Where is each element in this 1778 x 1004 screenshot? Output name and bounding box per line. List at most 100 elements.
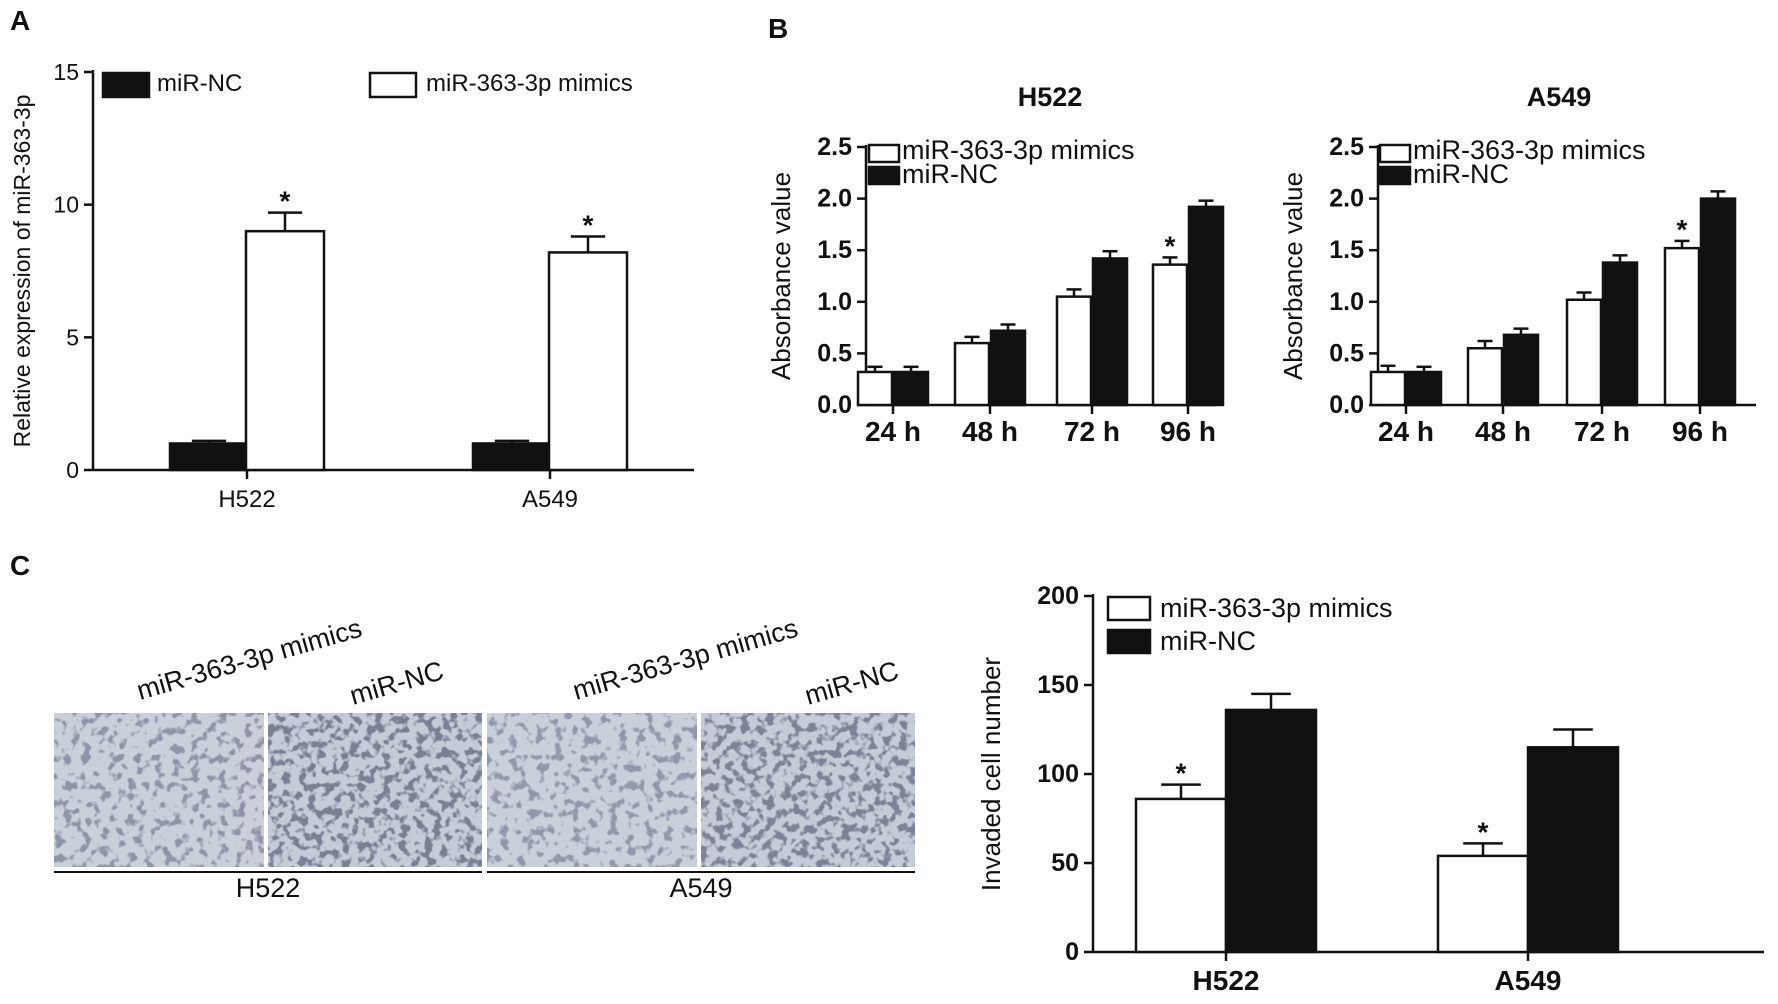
y-axis-title: Invaded cell number xyxy=(976,657,1006,891)
legend-label: miR-363-3p mimics xyxy=(1160,593,1393,623)
bar xyxy=(1091,257,1129,407)
x-tick-label: 72 h xyxy=(1574,416,1630,447)
micrograph-strip: H522 A549 miR-363-3p mimics miR-NC miR-3… xyxy=(54,613,915,903)
y-tick-label: 2.5 xyxy=(817,133,852,161)
legend-swatch xyxy=(867,143,901,164)
y-tick-label: 1.0 xyxy=(1329,288,1364,316)
bar xyxy=(168,442,250,472)
bar xyxy=(1699,197,1737,407)
legend-label: miR-363-3p mimics xyxy=(426,70,633,97)
legend-label: miR-NC xyxy=(157,70,242,97)
y-tick-label: 0.0 xyxy=(817,391,852,419)
bar xyxy=(1466,346,1504,407)
bar xyxy=(1663,246,1701,407)
x-tick-label: 48 h xyxy=(962,416,1018,447)
y-tick-label: 0 xyxy=(1065,938,1079,966)
chart-a: 0 5 10 15 Relative expression of miR-363-3p H… xyxy=(9,59,694,513)
panel-label-a: A xyxy=(10,5,30,36)
panel-label-b: B xyxy=(768,13,788,44)
x-tick-label: 48 h xyxy=(1475,416,1531,447)
y-tick-label: 2.5 xyxy=(1329,133,1364,161)
panel-label-c: C xyxy=(10,550,30,581)
bar xyxy=(856,370,894,407)
y-tick-label: 0.0 xyxy=(1329,391,1364,419)
legend-label: miR-NC xyxy=(1160,626,1256,656)
y-tick-label: 150 xyxy=(1037,671,1079,699)
micrograph-group-h522: H522 xyxy=(236,873,301,903)
significance-mark: * xyxy=(1478,816,1489,847)
micrograph-h522-mimics xyxy=(54,713,264,867)
legend-swatch xyxy=(867,165,901,186)
chart-c: 0 50 100 150 200 Invaded cell number H522 A549 *… xyxy=(976,582,1764,996)
bar xyxy=(1369,370,1407,407)
x-tick-label: H522 xyxy=(1193,965,1260,996)
x-tick-label: 24 h xyxy=(865,416,921,447)
significance-mark: * xyxy=(583,210,594,241)
micrograph-a549-mimics xyxy=(487,713,697,867)
legend-swatch xyxy=(1378,143,1412,164)
significance-mark: * xyxy=(1176,758,1187,789)
y-tick-label: 1.5 xyxy=(817,236,852,264)
legend-swatch xyxy=(1106,628,1152,655)
y-tick-label: 1.0 xyxy=(817,288,852,316)
y-tick-label: 1.5 xyxy=(1329,236,1364,264)
y-tick-label: 0 xyxy=(66,457,79,483)
y-tick-label: 200 xyxy=(1037,582,1079,610)
legend-label: miR-363-3p mimics xyxy=(902,135,1135,165)
bar xyxy=(953,341,991,407)
bar xyxy=(547,251,629,472)
x-tick-label: A549 xyxy=(522,486,578,513)
y-tick-label: 2.0 xyxy=(1329,185,1364,213)
micrograph-h522-nc xyxy=(268,713,482,867)
legend-label: miR-363-3p mimics xyxy=(1413,135,1646,165)
legend-swatch xyxy=(1378,165,1412,186)
x-tick-label: H522 xyxy=(218,486,275,513)
bar xyxy=(1224,708,1318,954)
micrograph-col-label-1: miR-363-3p mimics xyxy=(133,613,365,706)
chart-b-a549: 0.0 0.5 1.0 1.5 2.0 2.5 Absorbance value A549 24… xyxy=(1278,82,1756,447)
bar xyxy=(1601,261,1639,407)
x-tick-label: 96 h xyxy=(1672,416,1728,447)
legend-swatch xyxy=(368,71,418,99)
bar xyxy=(244,229,326,472)
chart-b-h522: 0.0 0.5 1.0 1.5 2.0 2.5 Absorbance value H522 24… xyxy=(766,82,1225,447)
x-tick-label: 96 h xyxy=(1160,416,1216,447)
bar xyxy=(1187,205,1225,407)
x-tick-label: 72 h xyxy=(1064,416,1120,447)
bar xyxy=(1565,298,1603,407)
significance-mark: * xyxy=(1677,214,1688,245)
y-tick-label: 10 xyxy=(53,192,79,218)
bar xyxy=(892,370,930,407)
bar xyxy=(471,442,553,472)
y-axis-title: Absorbance value xyxy=(766,172,796,380)
chart-title: H522 xyxy=(1018,82,1083,112)
micrograph-col-label-3: miR-363-3p mimics xyxy=(569,613,801,706)
micrograph-group-a549: A549 xyxy=(669,873,732,903)
y-tick-label: 2.0 xyxy=(817,185,852,213)
micrograph-col-label-4: miR-NC xyxy=(801,655,902,710)
y-axis-title: Relative expression of miR-363-3p xyxy=(9,95,35,448)
y-tick-label: 5 xyxy=(66,324,79,350)
y-tick-label: 15 xyxy=(53,59,79,85)
x-tick-label: 24 h xyxy=(1378,416,1434,447)
bar xyxy=(1526,746,1620,954)
bar xyxy=(1134,797,1228,954)
bar xyxy=(1055,295,1093,407)
micrograph-col-label-2: miR-NC xyxy=(346,655,447,710)
bar xyxy=(1405,370,1443,407)
y-tick-label: 0.5 xyxy=(1329,339,1364,367)
legend-swatch xyxy=(101,71,151,99)
y-tick-label: 0.5 xyxy=(817,339,852,367)
x-tick-label: A549 xyxy=(1495,965,1562,996)
legend-label: miR-NC xyxy=(902,159,998,189)
y-tick-label: 100 xyxy=(1037,760,1079,788)
legend-swatch xyxy=(1106,595,1152,622)
y-tick-label: 50 xyxy=(1051,849,1079,877)
bar xyxy=(989,329,1027,407)
legend-label: miR-NC xyxy=(1413,159,1509,189)
bar xyxy=(1151,263,1189,407)
bar xyxy=(1502,333,1540,407)
significance-mark: * xyxy=(280,186,291,217)
bar xyxy=(1436,854,1530,954)
